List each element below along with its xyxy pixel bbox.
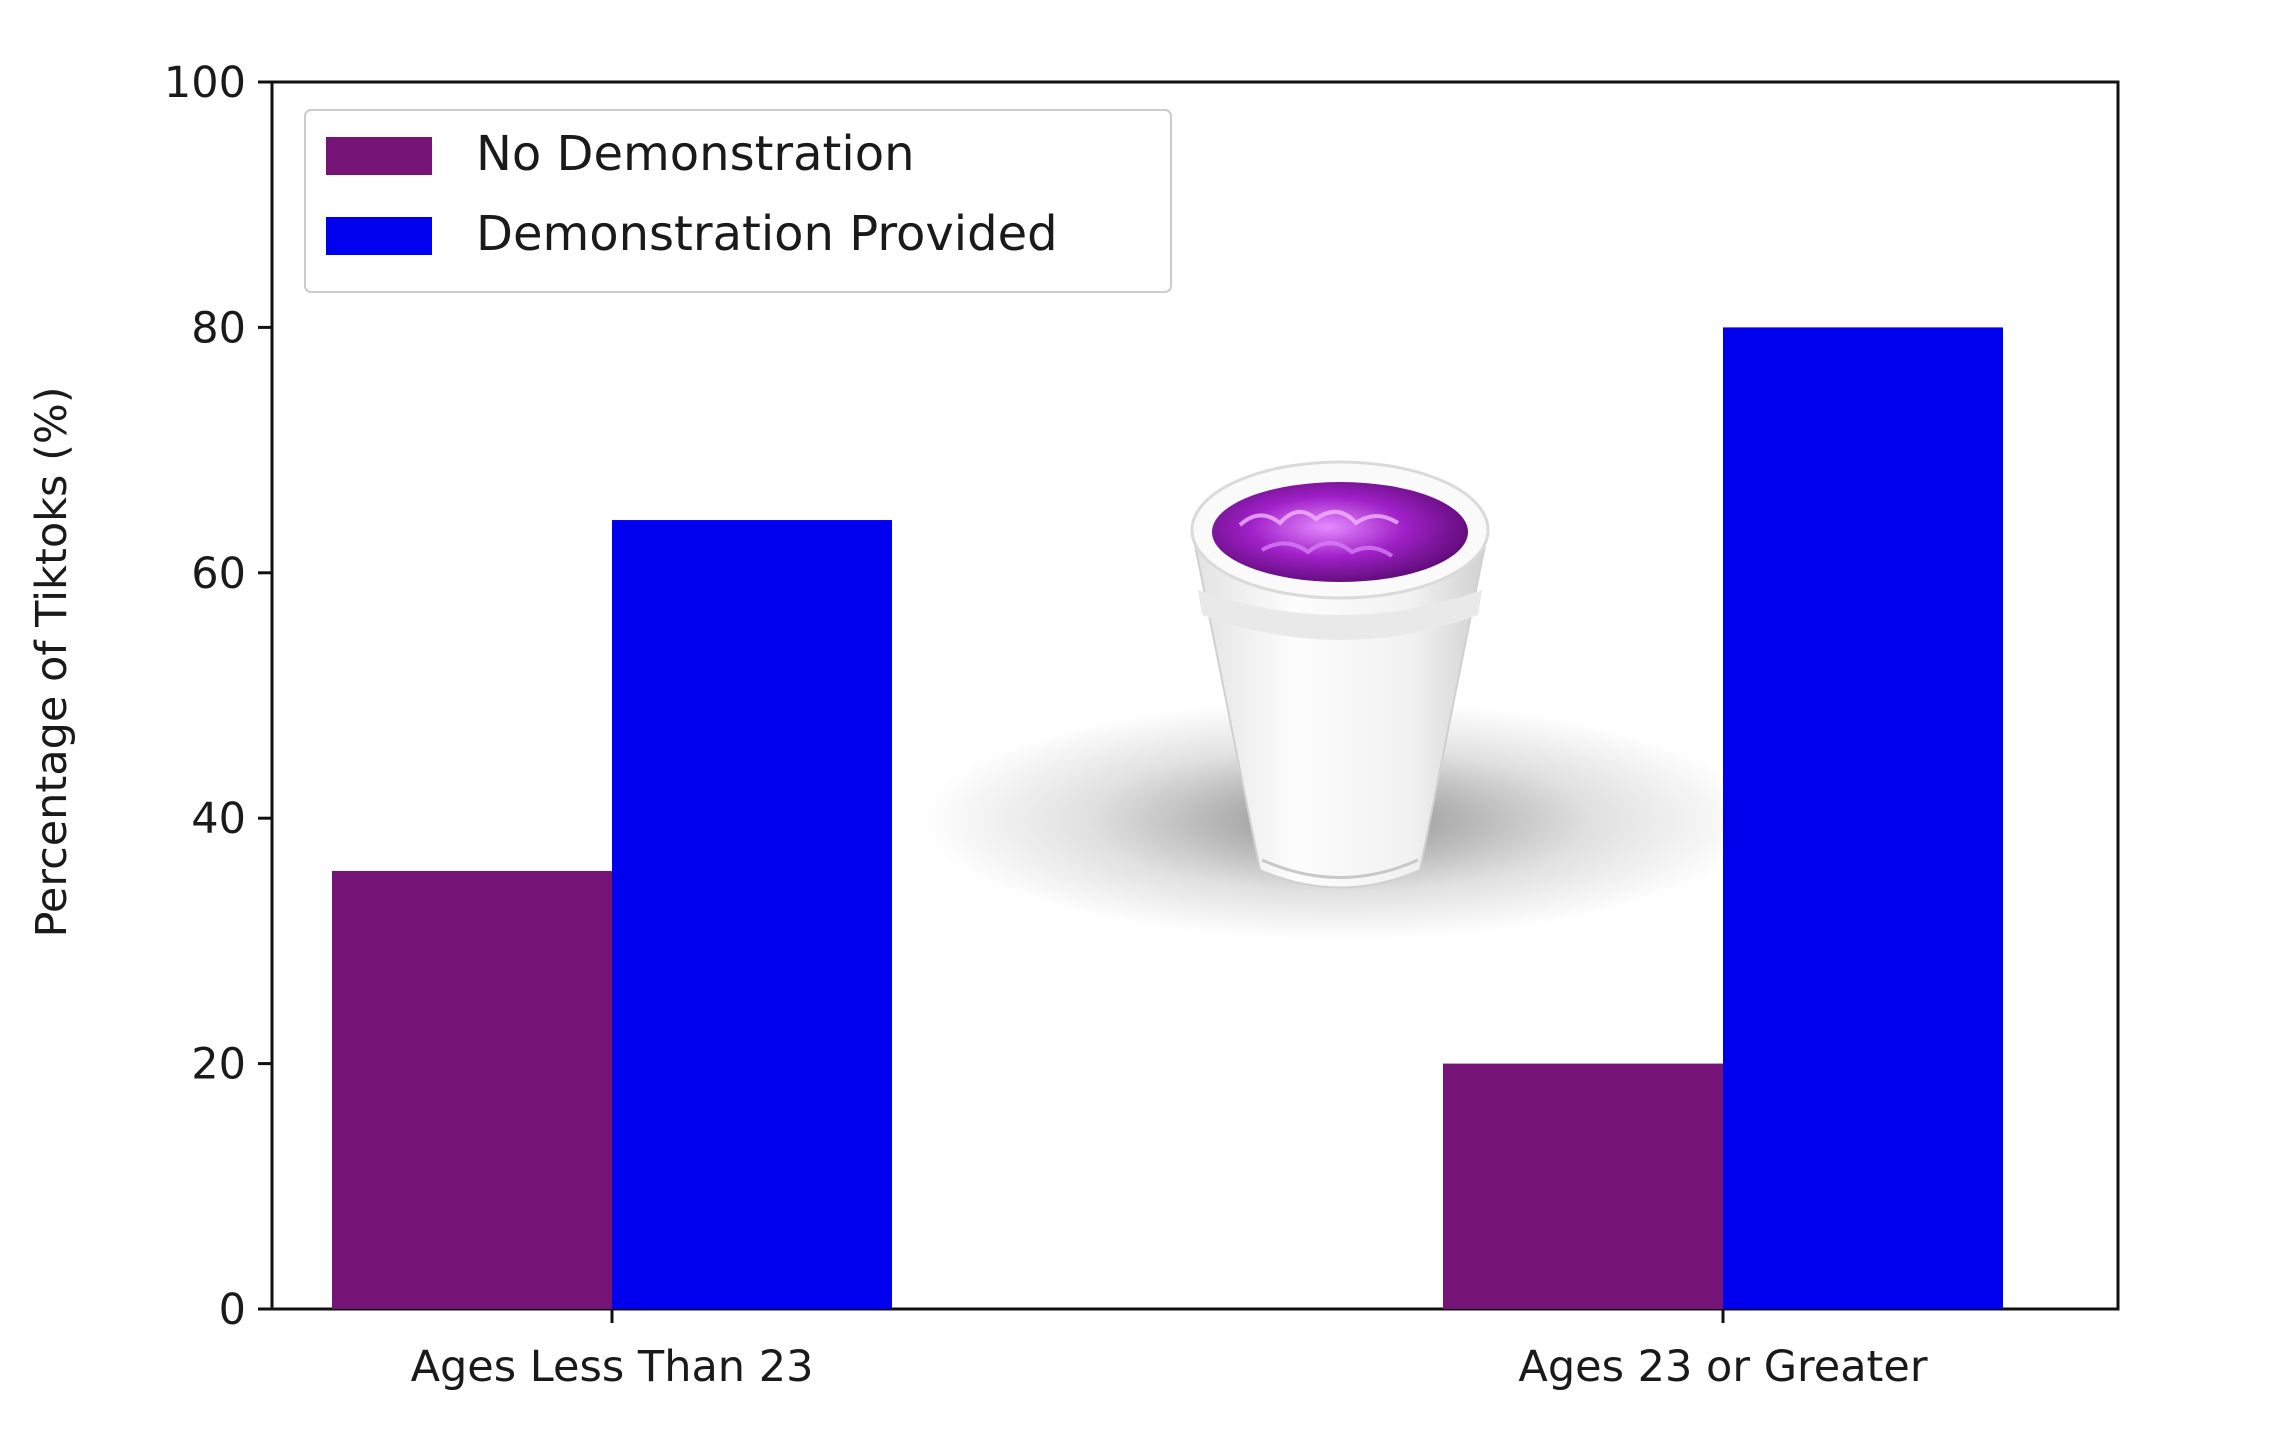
- x-axis: Ages Less Than 23 Ages 23 or Greater: [411, 1309, 1928, 1392]
- plot-area: [270, 80, 2120, 1311]
- y-tick-label: 20: [191, 1040, 246, 1090]
- y-tick-label: 100: [164, 58, 246, 108]
- legend-swatch: [326, 137, 432, 175]
- legend: No Demonstration Demonstration Provided: [304, 109, 1172, 293]
- y-tick-label: 80: [191, 303, 246, 353]
- legend-box: [304, 109, 1172, 293]
- y-axis: 0 20 40 60 80 100: [164, 58, 272, 1335]
- y-tick-label: 0: [219, 1285, 246, 1335]
- purple-drink-foam-cup-icon: [920, 460, 1760, 940]
- bars: [332, 327, 2003, 1309]
- y-tick-label: 40: [191, 794, 246, 844]
- y-axis-label: Percentage of Tiktoks (%): [27, 386, 77, 937]
- legend-label: Demonstration Provided: [476, 206, 1058, 262]
- bar-no-demonstration-0: [332, 870, 612, 1309]
- x-tick-label: Ages 23 or Greater: [1518, 1342, 1927, 1392]
- y-tick-label: 60: [191, 549, 246, 599]
- plot-frame: [270, 80, 2120, 1311]
- legend-swatch: [326, 217, 432, 255]
- bar-demonstration-provided-1: [1723, 327, 2003, 1309]
- legend-label: No Demonstration: [476, 126, 915, 182]
- bar-demonstration-provided-0: [612, 520, 892, 1309]
- bar-no-demonstration-1: [1443, 1063, 1723, 1309]
- x-tick-label: Ages Less Than 23: [411, 1342, 814, 1392]
